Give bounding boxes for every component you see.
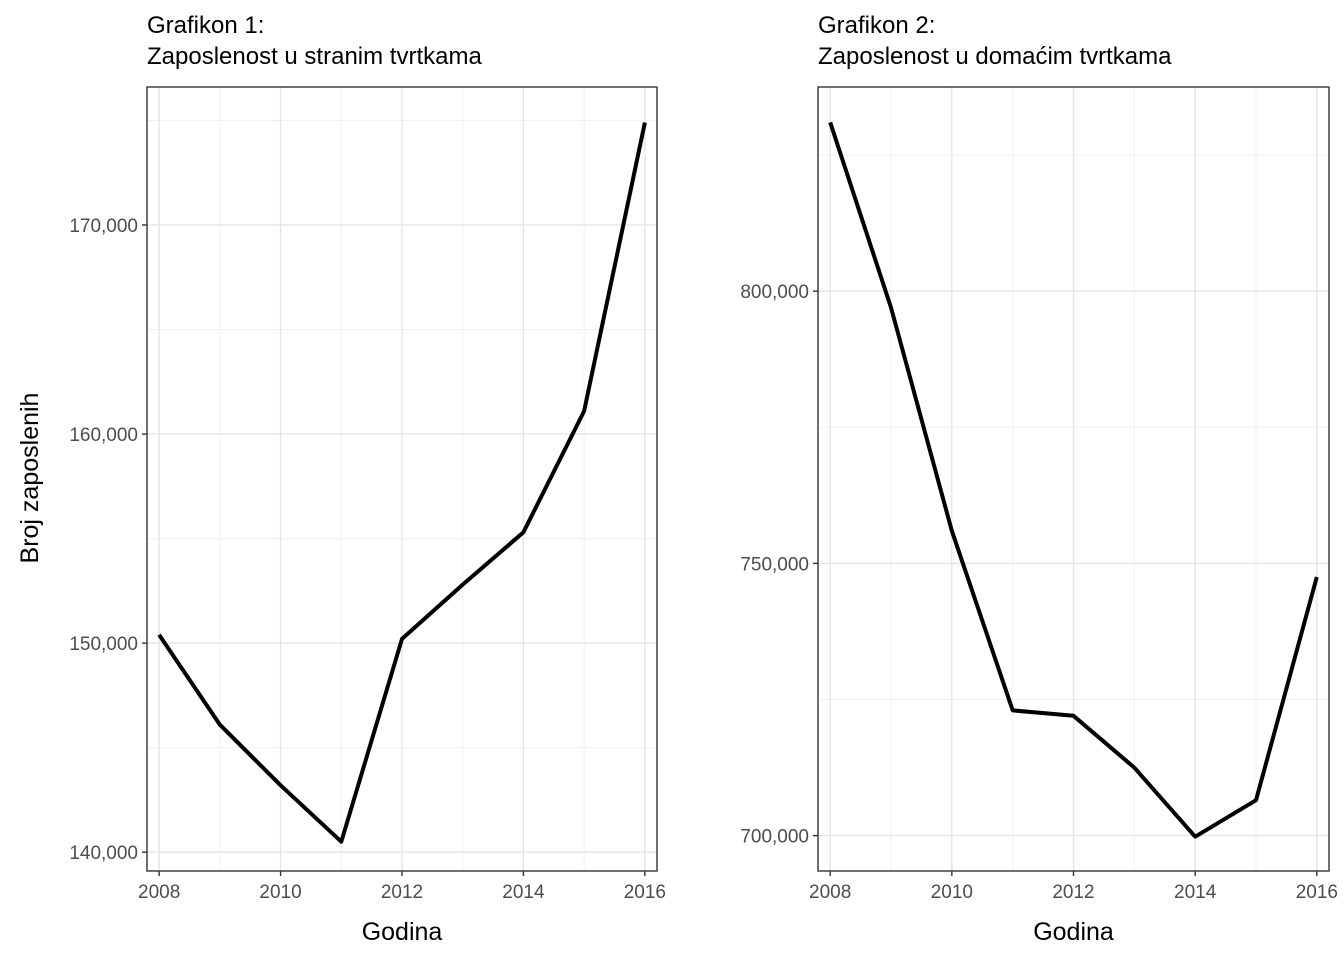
chart-title: Grafikon 2: <box>818 12 935 39</box>
x-tick-label: 2012 <box>381 882 423 903</box>
x-tick-label: 2016 <box>1296 882 1338 903</box>
y-tick-label: 700,000 <box>740 827 809 848</box>
x-axis-title: Godina <box>362 918 443 946</box>
y-tick-label: 140,000 <box>69 843 138 864</box>
x-tick-label: 2010 <box>259 882 301 903</box>
chart-subtitle: Zaposlenost u stranim tvrtkama <box>147 43 482 70</box>
chart-title: Grafikon 1: <box>147 12 264 39</box>
series-line <box>157 122 647 844</box>
x-tick-label: 2010 <box>931 882 973 903</box>
x-axis-title: Godina <box>1033 918 1114 946</box>
y-axis-title: Broj zaposlenih <box>16 393 44 564</box>
y-tick-label: 750,000 <box>740 554 809 575</box>
x-tick-label: 2014 <box>1174 882 1217 903</box>
x-tick-label: 2012 <box>1052 882 1094 903</box>
chart-subtitle: Zaposlenost u domaćim tvrtkama <box>818 43 1172 70</box>
y-tick-label: 170,000 <box>69 216 138 237</box>
x-tick-label: 2014 <box>502 882 545 903</box>
y-tick-label: 150,000 <box>69 634 138 655</box>
chart-panel-1: 2008 2010 2012 2014 2016 140,000 150,000 160,00… <box>69 12 666 946</box>
x-tick-label: 2016 <box>624 882 666 903</box>
y-tick-label: 160,000 <box>69 425 138 446</box>
series-line <box>828 121 1319 839</box>
chart-panel-2: 2008 2010 2012 2014 2016 700,000 750,000 800,00… <box>740 12 1338 946</box>
y-tick-label: 800,000 <box>740 282 809 303</box>
x-tick-label: 2008 <box>138 882 180 903</box>
x-tick-label: 2008 <box>809 882 851 903</box>
